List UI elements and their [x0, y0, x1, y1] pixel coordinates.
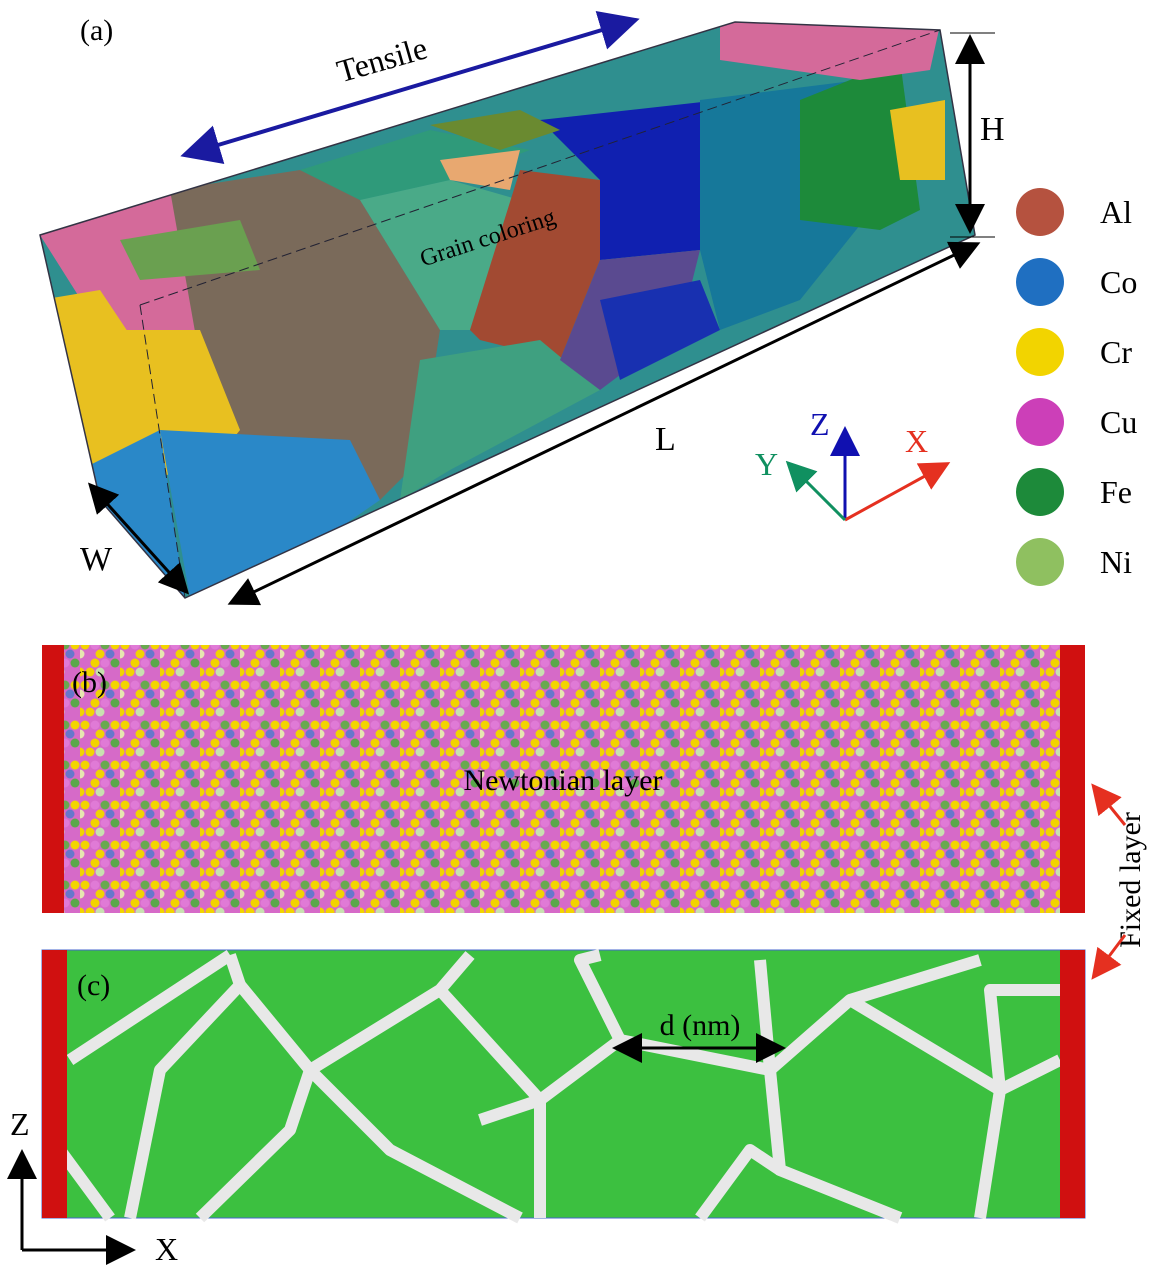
x-axis-arrow	[845, 465, 945, 520]
fixed-layer-arrow	[1095, 788, 1125, 825]
fixed-layer-label: Fixed layer	[1114, 812, 1147, 948]
axis-triad: Z X Y	[755, 406, 945, 520]
legend-swatch	[1016, 258, 1064, 306]
panel-label: (b)	[72, 666, 107, 699]
legend-swatch	[1016, 538, 1064, 586]
newtonian-label: Newtonian layer	[463, 764, 662, 797]
w-label: W	[80, 541, 113, 578]
legend-swatch	[1016, 398, 1064, 446]
x-axis-label: X	[155, 1231, 178, 1265]
fixed-layer	[42, 645, 64, 913]
legend: Al Co Cr Cu Fe Ni	[1016, 188, 1137, 586]
figure: (a) Tensile Grain coloring H L W Z X Y A…	[0, 0, 1156, 1265]
z-axis-label: Z	[810, 406, 830, 442]
legend-label: Al	[1100, 194, 1132, 230]
legend-label: Cr	[1100, 334, 1132, 370]
h-label: H	[980, 111, 1005, 148]
y-axis-arrow	[790, 465, 845, 520]
tensile-label: Tensile	[333, 29, 431, 89]
legend-swatch	[1016, 468, 1064, 516]
legend-swatch	[1016, 188, 1064, 236]
grain-size-label: d (nm)	[660, 1009, 741, 1042]
x-axis-label: X	[905, 423, 928, 459]
legend-label: Ni	[1100, 544, 1132, 580]
fixed-layer-arrow	[1095, 935, 1125, 975]
legend-label: Co	[1100, 264, 1137, 300]
l-label: L	[655, 421, 676, 458]
grain-box	[30, 15, 990, 615]
fixed-layer	[1060, 645, 1085, 913]
fixed-layer	[42, 950, 67, 1218]
fixed-layer	[1060, 950, 1085, 1218]
panel-label: (a)	[80, 14, 113, 47]
z-axis-label: Z	[10, 1106, 30, 1142]
panel-label: (c)	[77, 969, 110, 1002]
legend-label: Cu	[1100, 404, 1137, 440]
y-axis-label: Y	[755, 446, 778, 482]
legend-swatch	[1016, 328, 1064, 376]
legend-label: Fe	[1100, 474, 1132, 510]
